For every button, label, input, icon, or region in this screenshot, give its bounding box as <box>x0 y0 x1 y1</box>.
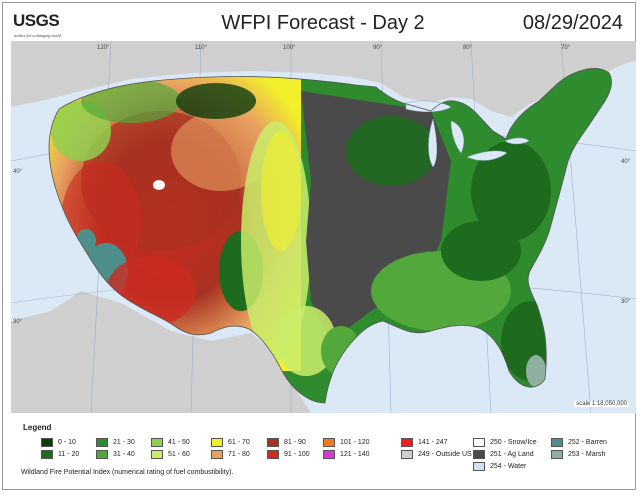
lat-label-40: 40° <box>13 169 23 175</box>
legend-swatch <box>96 450 108 459</box>
legend-label: 251 - Ag Land <box>490 451 534 458</box>
lon-label-100: 100° <box>283 45 296 51</box>
legend-swatch <box>473 450 485 459</box>
legend-label: 91 - 100 <box>284 451 310 458</box>
us-outline <box>48 68 612 404</box>
map-title: WFPI Forecast - Day 2 <box>221 12 425 34</box>
legend-swatch <box>211 450 223 459</box>
legend-label: 101 - 120 <box>340 439 370 446</box>
legend-swatch <box>401 438 413 447</box>
legend-label: 0 - 10 <box>58 439 76 446</box>
legend-swatch <box>551 450 563 459</box>
usgs-logo: USGS science for a changing world <box>13 11 83 41</box>
legend-label: 61 - 70 <box>228 439 250 446</box>
legend-swatch <box>323 438 335 447</box>
mexico-region <box>11 291 311 413</box>
legend-swatch <box>401 450 413 459</box>
legend-label: 141 - 247 <box>418 439 448 446</box>
legend-label: 81 - 90 <box>284 439 306 446</box>
legend-label: 71 - 80 <box>228 451 250 458</box>
legend-caption: Wildland Fire Potential Index (numerical… <box>21 469 234 476</box>
lon-label-80: 80° <box>463 45 473 51</box>
legend-label: 51 - 60 <box>168 451 190 458</box>
legend-label: 254 - Water <box>490 463 527 470</box>
legend-swatch <box>473 438 485 447</box>
us-fire-potential <box>49 68 612 403</box>
lon-label-120: 120° <box>97 45 110 51</box>
legend-title: Legend <box>23 423 52 432</box>
legend-label: 31 - 40 <box>113 451 135 458</box>
great-salt-lake <box>153 180 165 190</box>
legend-swatch <box>151 450 163 459</box>
legend-swatch <box>473 462 485 471</box>
usgs-tagline: science for a changing world <box>14 33 61 38</box>
legend-label: 21 - 30 <box>113 439 135 446</box>
lon-label-70: 70° <box>561 45 571 51</box>
legend-swatch <box>551 438 563 447</box>
legend-swatch <box>41 450 53 459</box>
canada-region <box>11 41 636 117</box>
lon-label-110: 110° <box>195 45 208 51</box>
legend-label: 250 - Snow/Ice <box>490 439 537 446</box>
legend-swatch <box>96 438 108 447</box>
bahamas-region <box>571 361 636 413</box>
legend-label: 41 - 50 <box>168 439 190 446</box>
legend-swatch <box>211 438 223 447</box>
legend-swatch <box>267 450 279 459</box>
legend-label: 253 - Marsh <box>568 451 606 458</box>
legend-swatch <box>151 438 163 447</box>
legend-label: 121 - 140 <box>340 451 370 458</box>
lat-label-40-right: 40° <box>621 159 631 165</box>
legend-swatch <box>267 438 279 447</box>
legend-label: 252 - Barren <box>568 439 607 446</box>
legend-swatch <box>41 438 53 447</box>
legend-swatch <box>323 450 335 459</box>
lon-label-90: 90° <box>373 45 383 51</box>
wfpi-map: 120° 110° 100° 90° 80° 70° 40° 30° 40° 3… <box>11 41 636 413</box>
lat-label-30: 30° <box>13 319 23 325</box>
usgs-wordmark: USGS <box>13 11 60 30</box>
legend-label: 11 - 20 <box>58 451 80 458</box>
forecast-date: 08/29/2024 <box>522 12 623 34</box>
map-scale: scale 1:18,050,000 <box>574 401 629 407</box>
legend: Legend 0 - 10 11 - 20 21 - 30 31 - 40 41 - 5… <box>11 417 636 493</box>
legend-label: 249 - Outside US <box>418 451 472 458</box>
figure-frame: USGS science for a changing world WFPI F… <box>2 2 636 490</box>
lat-label-30-right: 30° <box>621 299 631 305</box>
